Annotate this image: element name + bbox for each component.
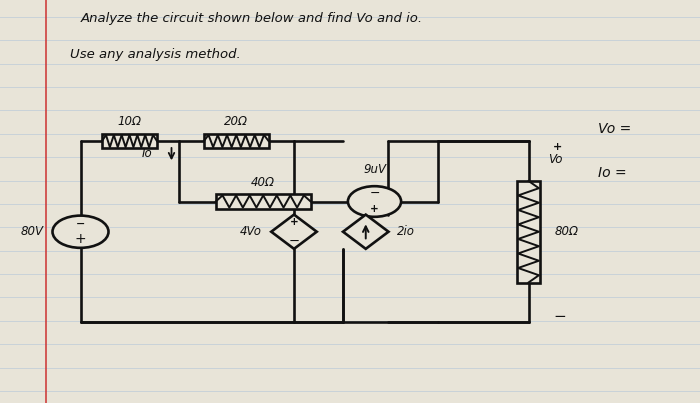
Text: 80V: 80V [21,225,44,238]
Text: −: − [288,235,300,248]
Text: 4Vo: 4Vo [239,225,261,238]
Text: +: + [75,232,86,246]
Text: 9uV: 9uV [363,163,386,176]
Bar [102,134,157,148]
Text: 10Ω: 10Ω [118,115,141,128]
Text: Use any analysis method.: Use any analysis method. [70,48,241,61]
Circle shape [52,216,108,248]
Text: Io: Io [141,147,153,160]
Text: +: + [553,142,562,152]
Text: −: − [76,219,85,229]
Text: +: + [290,217,298,227]
Circle shape [348,186,401,217]
Text: −: − [370,187,379,200]
Bar [204,134,269,148]
Text: −: − [553,309,566,324]
Text: Vo: Vo [548,153,563,166]
Text: 80Ω: 80Ω [555,225,579,238]
Text: Analyze the circuit shown below and find Vo and io.: Analyze the circuit shown below and find… [80,12,423,25]
Text: 20Ω: 20Ω [224,115,248,128]
Bar [517,181,540,283]
Text: +: + [370,204,379,214]
Polygon shape [343,214,389,249]
Bar [216,194,311,209]
Text: Io =: Io = [598,166,627,180]
Text: 2io: 2io [397,225,415,238]
Polygon shape [271,214,316,249]
Text: Vo =: Vo = [598,122,631,136]
Text: 40Ω: 40Ω [251,176,275,189]
